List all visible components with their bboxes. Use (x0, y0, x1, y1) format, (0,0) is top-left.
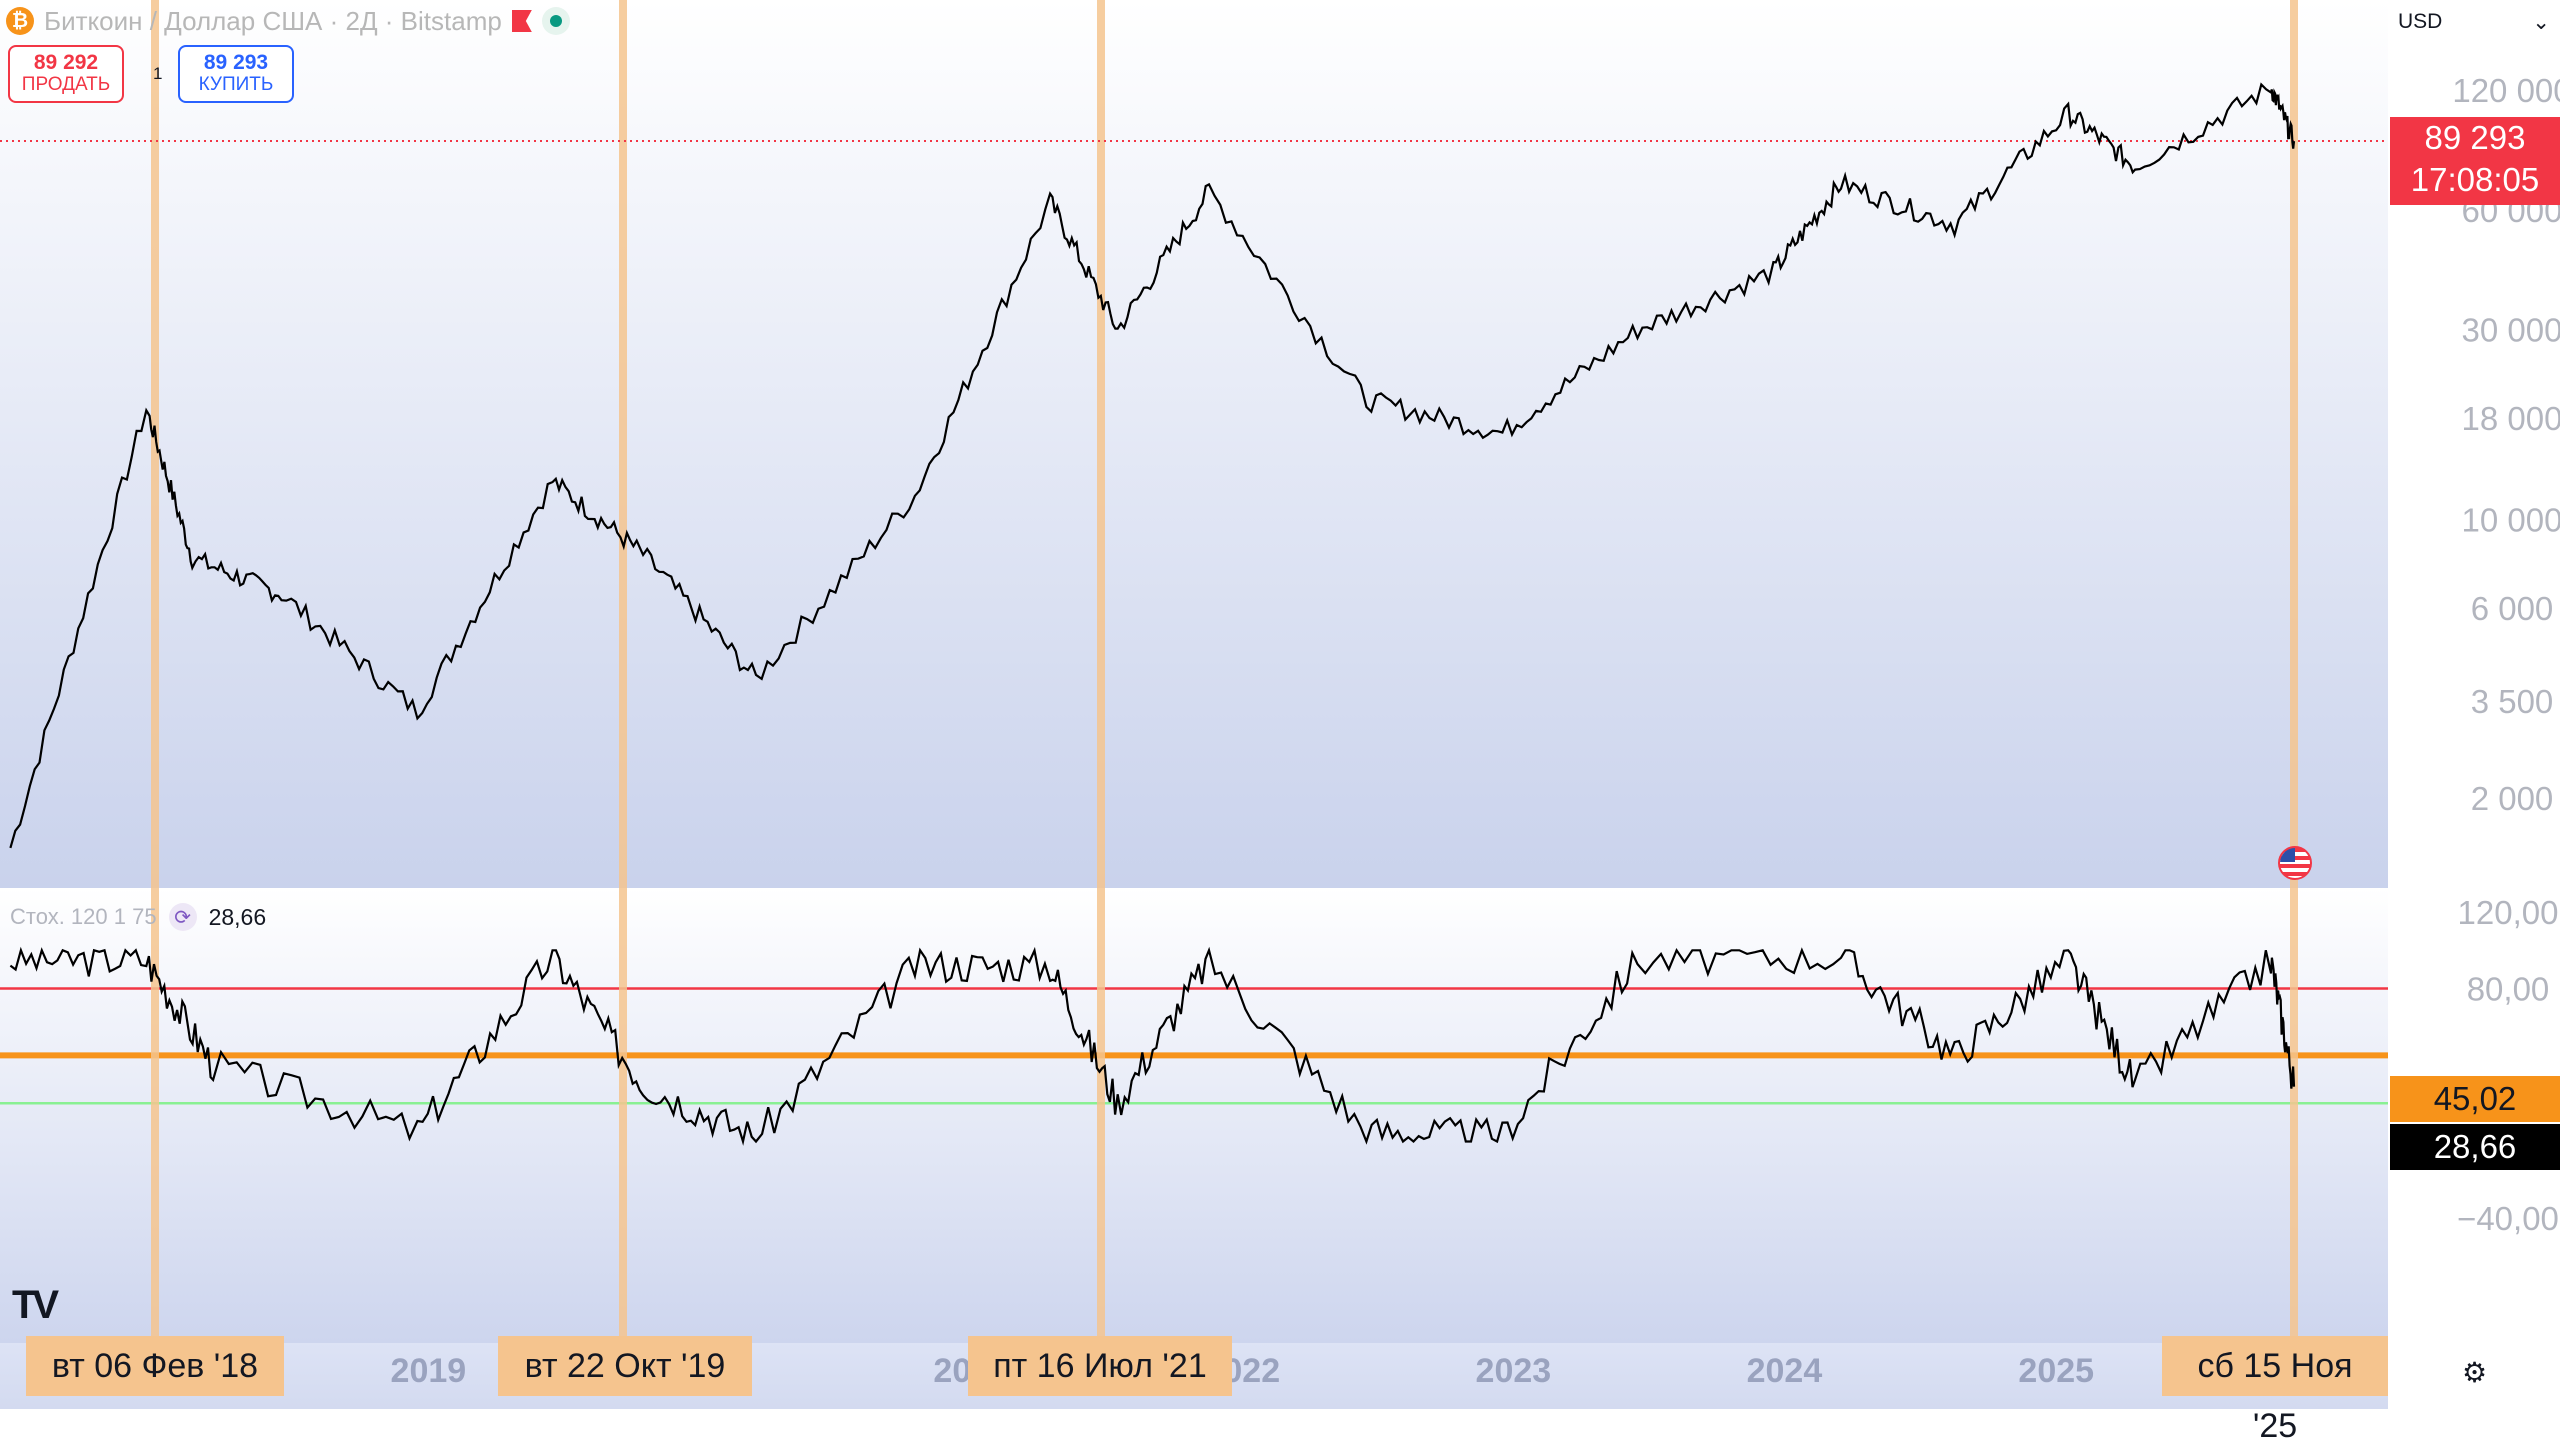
stoch-value-badge: 28,66 (2390, 1124, 2560, 1170)
price-tick-label: 6 000 (2471, 590, 2554, 627)
price-tick-label: 10 000 (2462, 502, 2560, 539)
price-pane[interactable] (0, 0, 2388, 888)
symbol-title[interactable]: Биткоин / Доллар США · 2Д · Bitstamp (44, 5, 502, 36)
current-price-value: 89 293 (2424, 119, 2526, 156)
crosshair-vertical-line (619, 0, 627, 1343)
crosshair-date-label-4: сб 15 Ноя '25 (2162, 1336, 2388, 1445)
ma-value-badge: 45,02 (2390, 1076, 2560, 1122)
crosshair-date-label-1: вт 06 Фев '18 (26, 1336, 284, 1396)
buy-button[interactable]: 89 293 КУПИТЬ (178, 45, 294, 103)
us-flag-event-icon[interactable] (2278, 846, 2312, 880)
spread-value: 1 (153, 64, 163, 83)
time-tick-label: 2024 (1747, 1352, 1823, 1390)
oscillator-legend[interactable]: Стох. 120 1 75 ⟳ 28,66 (10, 900, 266, 934)
price-series-line (9, 82, 2296, 849)
buy-label: КУПИТЬ (198, 74, 274, 95)
time-tick-label: 2025 (2018, 1352, 2094, 1390)
crosshair-vertical-line (1097, 0, 1105, 1343)
buy-price: 89 293 (203, 51, 269, 74)
crosshair-vertical-line (151, 0, 159, 1343)
flag-icon[interactable] (511, 10, 532, 32)
crosshair-vertical-line (2290, 0, 2298, 1343)
time-tick-label: 2019 (391, 1352, 467, 1390)
crosshair-date-label-2: вт 22 Окт '19 (498, 1336, 752, 1396)
price-tick-label: 3 500 (2471, 683, 2554, 720)
crosshair-date-label-3: пт 16 Июл '21 (968, 1336, 1232, 1396)
currency-selector[interactable]: USD ⌄ (2392, 4, 2556, 40)
market-status-icon[interactable] (541, 7, 570, 35)
price-tick-label: 18 000 (2462, 400, 2560, 437)
tradingview-logo[interactable]: TV (12, 1283, 59, 1327)
sell-label: ПРОДАТЬ (21, 74, 111, 95)
oscillator-tick-label: 120,00 (2458, 894, 2559, 931)
symbol-legend[interactable]: ₿ Биткоин / Доллар США · 2Д · Bitstamp (6, 4, 570, 38)
oscillator-value: 28,66 (208, 903, 267, 930)
oscillator-tick-label: 80,00 (2467, 971, 2550, 1008)
price-tick-label: 30 000 (2462, 312, 2560, 349)
price-tick-label: 120 000 (2452, 72, 2560, 109)
chevron-down-icon: ⌄ (2532, 10, 2550, 34)
price-tick-label: 2 000 (2471, 780, 2554, 817)
sell-button[interactable]: 89 292 ПРОДАТЬ (8, 45, 124, 103)
refresh-icon[interactable]: ⟳ (168, 903, 197, 931)
bitcoin-icon: ₿ (6, 7, 34, 35)
gear-icon[interactable]: ⚙ (2462, 1357, 2488, 1388)
sell-price: 89 292 (33, 51, 99, 74)
bar-countdown: 17:08:05 (2410, 161, 2540, 198)
time-tick-label: 2023 (1476, 1352, 1552, 1390)
currency-label: USD (2398, 10, 2443, 33)
oscillator-tick-label: −40,00 (2457, 1200, 2559, 1237)
stoch-series-line (9, 946, 2296, 1146)
current-price-badge: 89 293 17:08:05 (2390, 117, 2560, 205)
oscillator-title[interactable]: Стох. 120 1 75 (10, 904, 157, 929)
price-axis[interactable] (2388, 0, 2560, 1409)
